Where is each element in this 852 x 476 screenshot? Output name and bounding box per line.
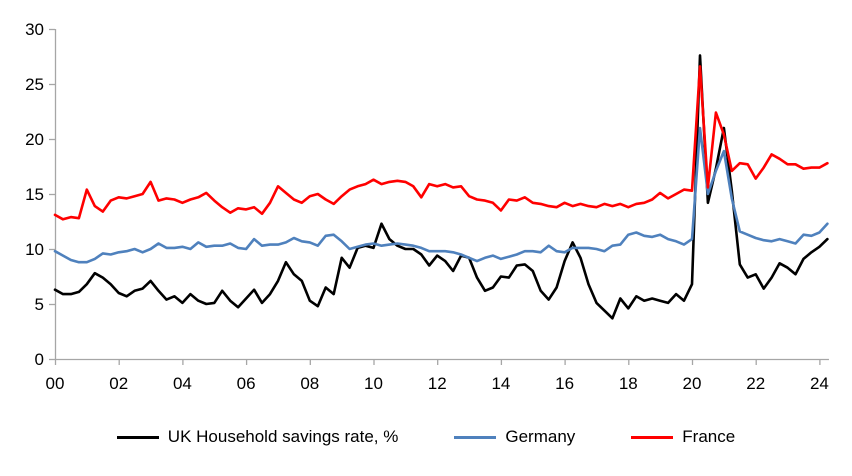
y-tick-label: 20 bbox=[25, 130, 44, 149]
y-tick-label: 5 bbox=[35, 295, 44, 314]
y-tick-label: 30 bbox=[25, 20, 44, 39]
legend-item-germany: Germany bbox=[454, 427, 575, 447]
series-line-france bbox=[53, 65, 829, 221]
legend-label-france: France bbox=[682, 427, 736, 446]
x-tick-label: 10 bbox=[364, 374, 383, 393]
x-tick-label: 12 bbox=[428, 374, 447, 393]
legend-label-uk: UK Household savings rate, % bbox=[167, 427, 399, 446]
x-axis: 00 02 04 06 08 10 12 14 16 18 20 22 24 bbox=[46, 358, 829, 393]
x-tick-label: 04 bbox=[173, 374, 192, 393]
x-tick-label: 22 bbox=[746, 374, 765, 393]
x-tick-label: 14 bbox=[491, 374, 510, 393]
uk-line-swatch bbox=[116, 435, 159, 439]
y-tick-label: 15 bbox=[25, 185, 44, 204]
x-tick-label: 18 bbox=[619, 374, 638, 393]
y-tick-label: 25 bbox=[25, 75, 44, 94]
legend: UK Household savings rate, % Germany Fra… bbox=[0, 427, 852, 447]
x-tick-label: 06 bbox=[237, 374, 256, 393]
x-tick-label: 00 bbox=[46, 374, 65, 393]
legend-item-france: France bbox=[631, 427, 735, 447]
germany-line-swatch bbox=[454, 435, 497, 439]
x-tick-label: 02 bbox=[109, 374, 128, 393]
x-tick-label: 20 bbox=[683, 374, 702, 393]
plot-area: 0 5 10 15 20 25 30 00 02 04 06 08 10 12 14 16 18 20 22 24 bbox=[25, 20, 829, 393]
legend-item-uk: UK Household savings rate, % bbox=[116, 427, 399, 447]
y-axis: 0 5 10 15 20 25 30 bbox=[25, 20, 57, 369]
france-line-swatch bbox=[631, 435, 674, 439]
x-tick-label: 16 bbox=[555, 374, 574, 393]
y-tick-label: 10 bbox=[25, 240, 44, 259]
legend-label-germany: Germany bbox=[505, 427, 576, 446]
x-tick-label: 08 bbox=[300, 374, 319, 393]
series-line-germany bbox=[53, 126, 829, 264]
x-tick-label: 24 bbox=[810, 374, 829, 393]
y-tick-label: 0 bbox=[35, 350, 44, 369]
